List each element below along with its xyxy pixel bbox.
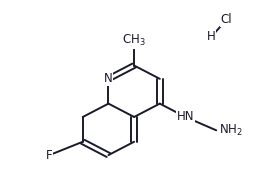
- Text: H: H: [207, 30, 215, 43]
- Text: CH$_3$: CH$_3$: [122, 33, 146, 48]
- Text: N: N: [104, 72, 113, 85]
- Text: F: F: [46, 149, 53, 162]
- Text: HN: HN: [177, 110, 194, 123]
- Text: Cl: Cl: [221, 13, 232, 26]
- Text: NH$_2$: NH$_2$: [219, 123, 243, 138]
